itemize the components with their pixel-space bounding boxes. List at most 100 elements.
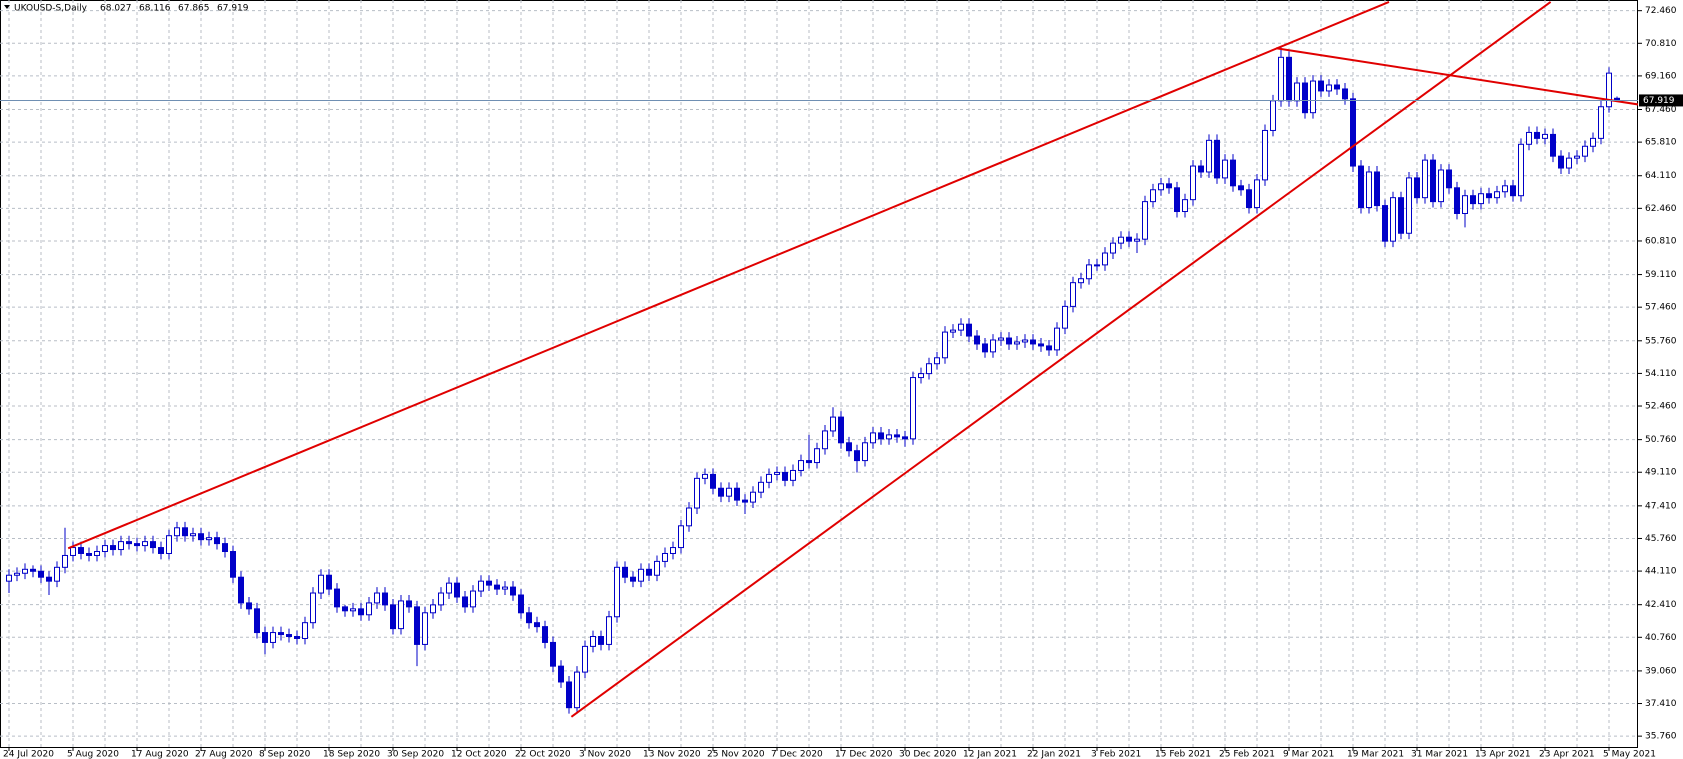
candle-body [654,560,660,576]
candle-body [1582,145,1588,157]
candle-body [1182,199,1188,213]
x-tick-label: 23 Apr 2021 [1539,750,1595,759]
candle-body [6,574,12,582]
candle-body [1574,155,1580,159]
candle-body [358,608,364,616]
candle-body [398,600,404,630]
candle-body [854,450,860,462]
y-tick-label: 62.460 [1645,204,1677,214]
y-tick-label: 39.060 [1645,666,1677,676]
candle-body [1422,159,1428,199]
header-close: 67.919 [217,4,249,14]
plot-area [0,1,1638,718]
candle-body [1086,264,1092,280]
candle-body [1438,169,1444,203]
candle-body [894,434,900,438]
y-tick-label: 37.410 [1645,699,1677,709]
x-tick-label: 5 Aug 2020 [67,750,119,759]
candle-body [1318,80,1324,92]
y-tick-label: 59.110 [1645,270,1677,280]
candle-body [830,416,836,432]
x-tick-label: 31 Mar 2021 [1411,750,1468,759]
candle-body [406,600,412,608]
y-tick-label: 69.160 [1645,71,1677,81]
candle-body [1134,238,1140,242]
candle-body [1270,100,1276,131]
y-tick-label: 57.460 [1645,303,1677,313]
candle-body [550,641,556,667]
candle-body [614,566,620,618]
x-tick-label: 3 Feb 2021 [1091,750,1141,759]
candle-body [478,580,484,592]
candle-body [286,634,292,638]
y-tick-label: 45.760 [1645,534,1677,544]
candle-body [1246,189,1252,209]
trendline [570,1,1552,718]
candle-body [926,363,932,375]
candle-body [1470,195,1476,205]
candle-body [1494,191,1500,199]
candle-body [230,551,236,578]
x-tick-label: 15 Feb 2021 [1155,750,1211,759]
candle-body [62,554,68,568]
candle-body [270,632,276,643]
candle-body [422,612,428,645]
candle-body [1102,252,1108,266]
x-tick-label: 27 Aug 2020 [195,750,253,759]
candle-body [502,586,508,590]
candle-body [766,473,772,483]
candle-body [1078,278,1084,284]
candle-body [1566,157,1572,169]
candle-body [1310,80,1316,114]
candle-body [166,535,172,554]
candle-body [462,596,468,608]
candle-body [510,586,516,596]
y-tick-label: 50.760 [1645,435,1677,445]
candle-body [638,568,644,582]
candle-body [1214,139,1220,179]
candle-body [310,592,316,624]
y-tick-label: 72.460 [1645,6,1677,16]
y-tick-label: 60.810 [1645,236,1677,246]
menu-arrow [4,5,10,9]
candle-body [1350,98,1356,167]
candle-body [78,547,84,554]
y-tick-label: 42.410 [1645,600,1677,610]
candle-body [742,499,748,503]
y-tick-label: 55.760 [1645,336,1677,346]
candle-body [1110,242,1116,254]
candle-body [1094,264,1100,267]
candle-body [886,434,892,440]
candle-body [1142,201,1148,240]
x-tick-label: 12 Oct 2020 [451,750,507,759]
candle-body [942,331,948,359]
candle-body [438,592,444,606]
candle-body [302,622,308,639]
candle-body [174,527,180,537]
candle-body [846,442,852,452]
candle-body [526,612,532,624]
candle-body [686,507,692,527]
candle-body [966,323,972,337]
x-tick-label: 25 Nov 2020 [707,750,765,759]
candle-body [646,568,652,576]
candle-body [126,541,132,545]
candle-body [1334,84,1340,90]
y-tick-label: 35.760 [1645,732,1677,742]
x-tick-label: 30 Dec 2020 [899,750,957,759]
candle-body [1262,129,1268,181]
candle-body [950,329,956,333]
x-tick-label: 24 Jul 2020 [3,750,54,759]
y-tick-label: 44.110 [1645,567,1677,577]
candle-body [1414,177,1420,199]
x-tick-label: 12 Jan 2021 [963,750,1017,759]
y-tick-label: 40.760 [1645,633,1677,643]
x-tick-label: 19 Mar 2021 [1347,750,1404,759]
candle-body [30,568,36,572]
candle-body [726,487,732,497]
candle-body [494,584,500,590]
trendline [67,1,1390,550]
candle-body [774,471,780,475]
candle-body [350,608,356,612]
